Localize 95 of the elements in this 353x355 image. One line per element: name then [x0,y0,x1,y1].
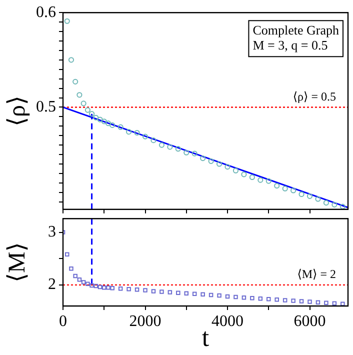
point [192,292,197,296]
point [151,289,156,294]
point [105,120,112,126]
point [134,130,140,136]
point [77,278,82,282]
point [90,283,94,288]
point [110,286,114,290]
point [184,150,190,156]
point [200,156,206,162]
x-tick-label: 0 [59,312,67,330]
point [340,204,346,210]
point [134,288,140,292]
point [315,196,321,202]
point [69,266,74,271]
point [324,300,328,305]
point [340,302,345,306]
point [291,298,296,303]
point [176,290,180,295]
point [80,100,86,106]
y-axis-title: ⟨M⟩ [4,242,31,282]
point [68,57,74,63]
point [316,300,320,304]
point [184,291,189,296]
point [224,164,230,170]
point [106,285,110,290]
point [175,146,181,152]
point [102,285,106,290]
point [118,124,124,130]
point [93,114,99,120]
point [73,274,78,278]
point [143,288,148,292]
x-tick-label: 2000 [129,312,162,330]
point [81,280,86,284]
point [158,142,164,148]
y-tick-label: 2 [48,276,56,294]
point [208,158,214,164]
ref-line-label: ⟨M⟩ = 2 [297,267,336,282]
point [249,174,255,180]
point [232,168,239,174]
point [64,252,70,257]
point [323,200,330,206]
y-tick-label: 0.5 [36,98,56,116]
point [258,177,264,183]
point [110,122,116,128]
point [258,296,263,301]
y-tick-label: 0.6 [36,4,56,21]
point [266,178,272,184]
point [142,134,148,140]
point [234,294,238,300]
point [98,284,102,290]
point [290,188,296,194]
annotation: Complete Graph [252,22,340,38]
point [332,301,337,306]
point [299,299,304,304]
point [64,18,70,24]
point [266,297,271,302]
x-axis-title: t [202,323,210,352]
point [97,116,103,122]
y-axis-title: ⟨ρ⟩ [4,96,31,126]
point [332,202,338,208]
point [242,295,246,300]
point [274,182,280,189]
x-tick-label: 4000 [212,312,244,330]
point [274,298,279,302]
point [225,294,230,299]
x-tick-label: 6000 [294,312,326,330]
point [118,286,123,291]
annotation: M = 3, q = 0.5 [252,38,328,53]
point [208,292,214,298]
point [86,282,90,286]
point [298,191,304,198]
point [101,118,107,124]
point [282,298,288,302]
y-tick-label: 3 [48,223,56,240]
ref-line-label: ⟨ρ⟩ = 0.5 [292,89,336,104]
point [250,296,254,300]
point [72,78,78,84]
point [308,300,312,304]
point [84,107,90,113]
point [126,129,132,135]
point [94,284,98,288]
point [168,290,172,294]
point [306,193,313,199]
point [126,287,131,292]
point [88,111,95,117]
point [150,138,156,144]
point [76,92,82,98]
point [241,172,247,178]
point [160,290,164,294]
point [216,161,222,167]
point [167,144,173,150]
point [192,150,198,156]
point [200,292,205,297]
point [282,186,288,192]
point [217,293,222,298]
